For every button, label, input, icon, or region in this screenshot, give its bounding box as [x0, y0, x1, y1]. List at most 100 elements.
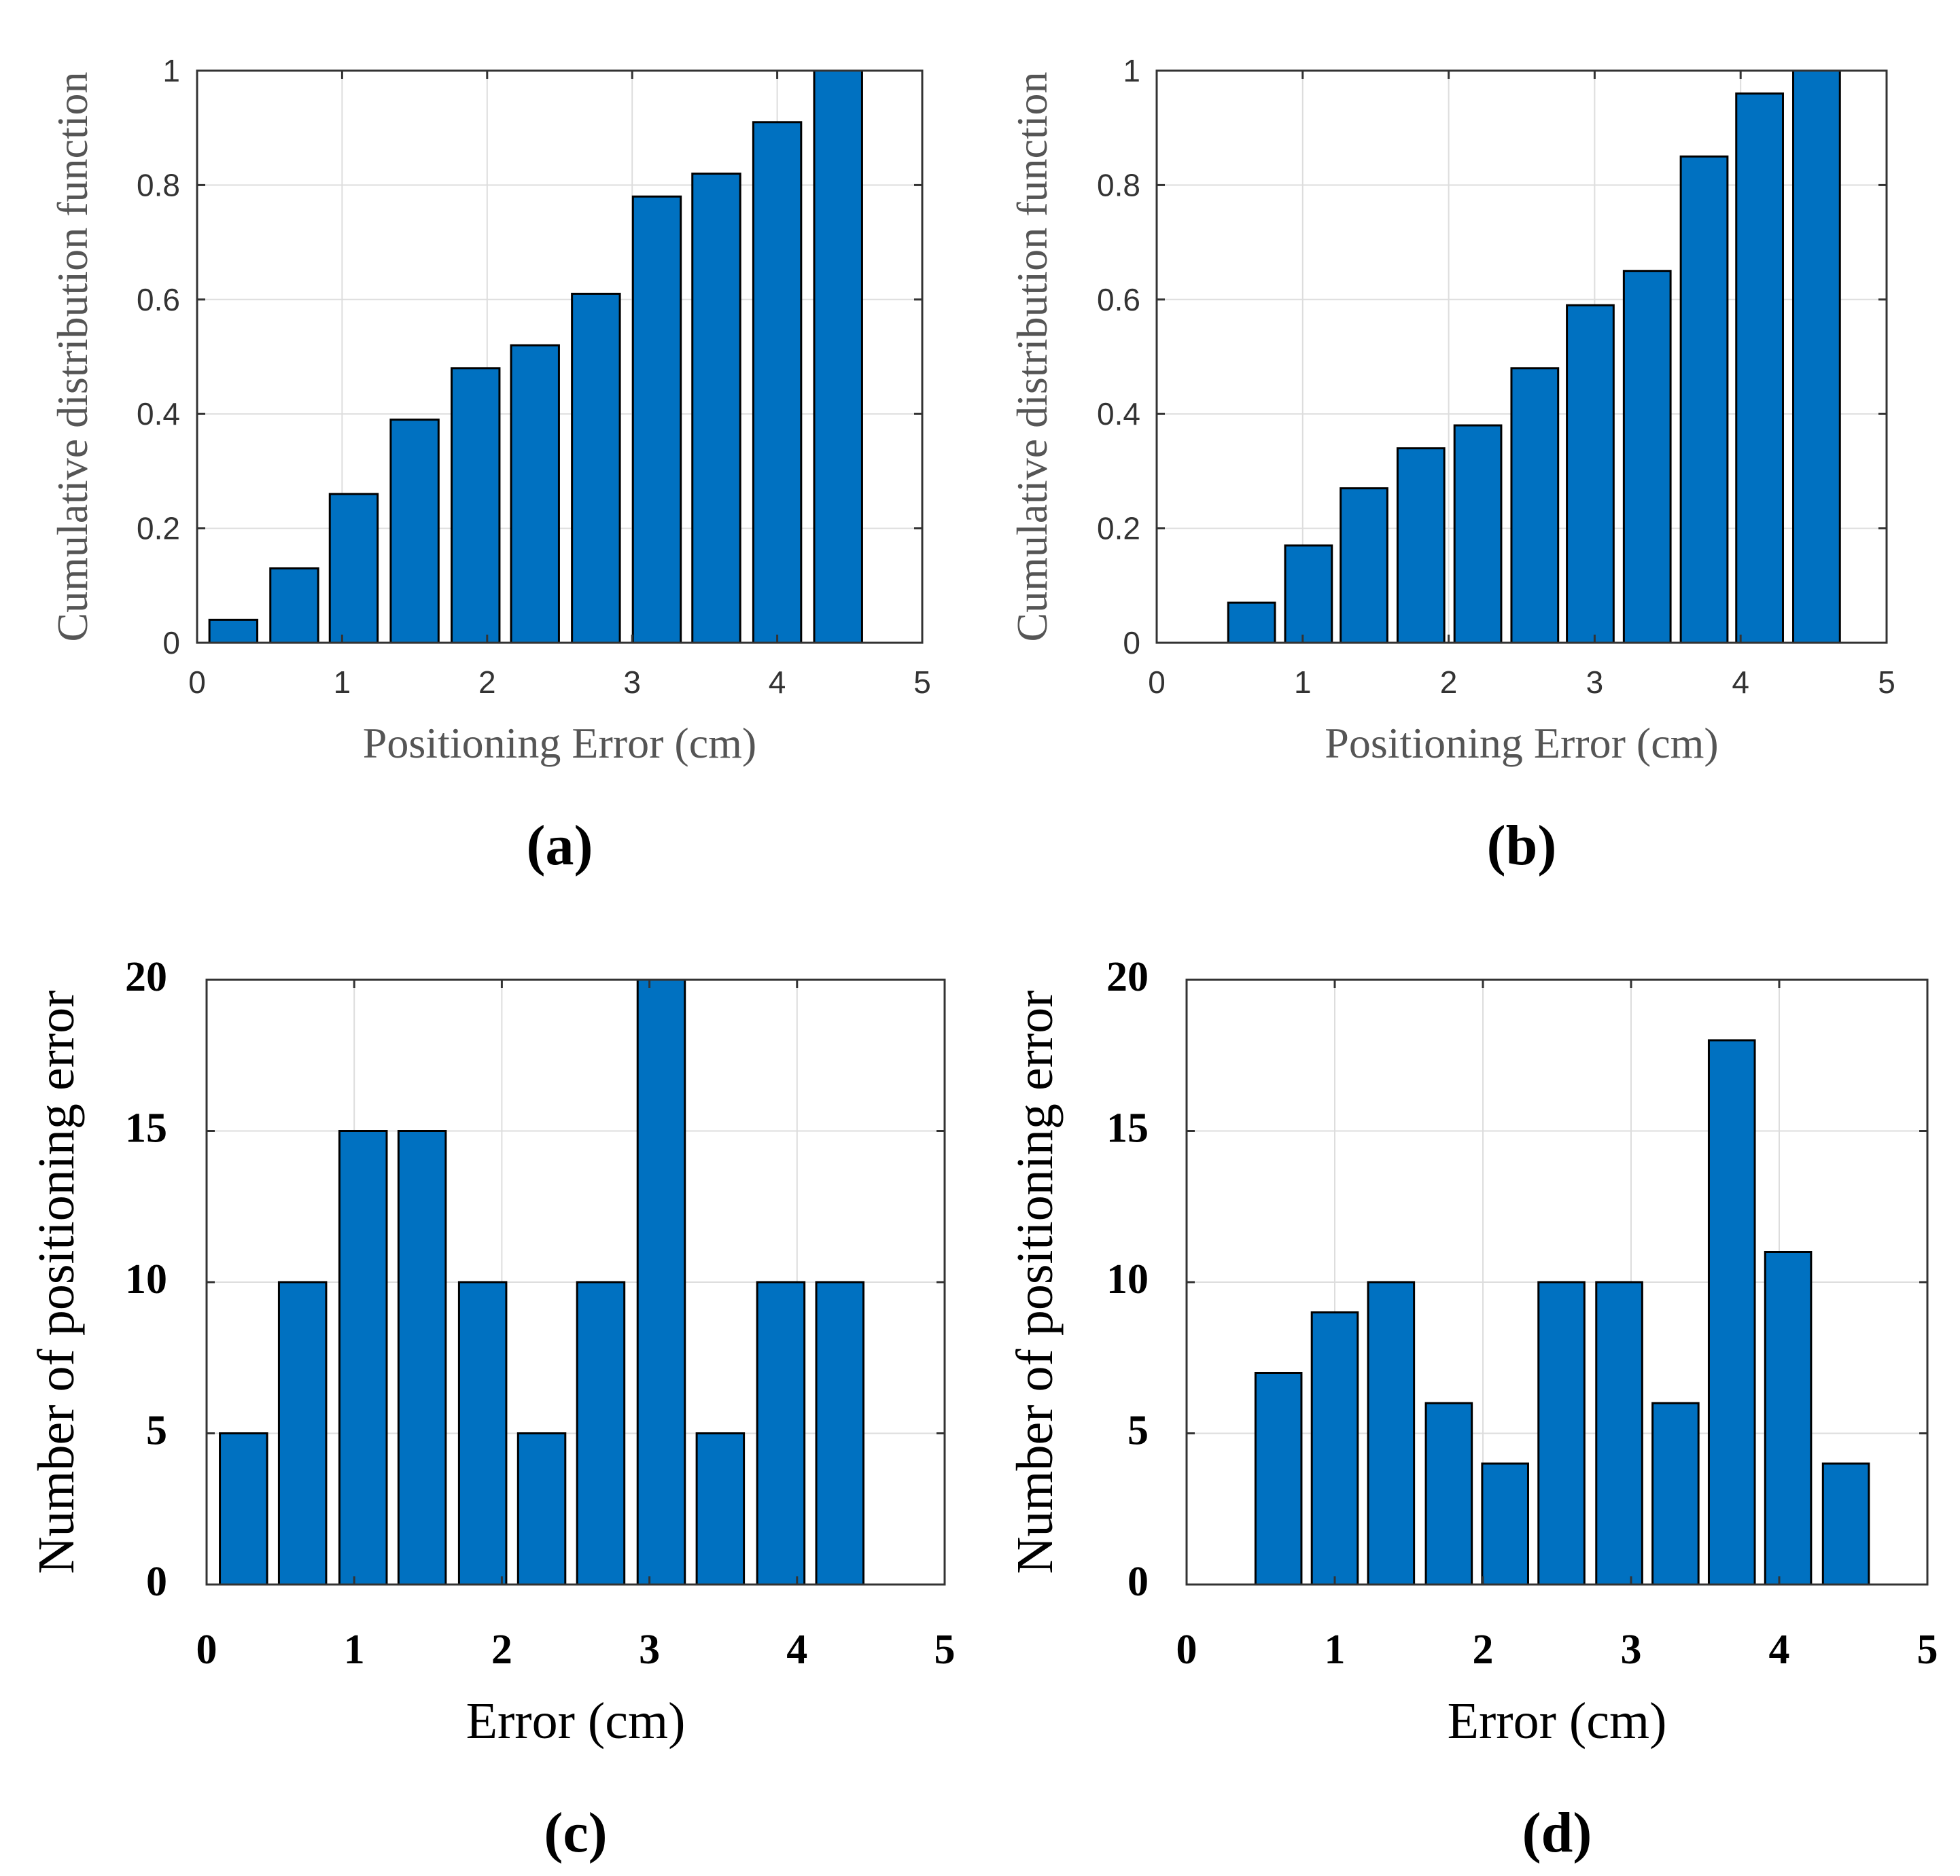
- panel-d-bar: [1651, 1402, 1700, 1586]
- panel-c-x-tick-label: 4: [786, 1627, 807, 1673]
- panel-b-bar: [1792, 69, 1841, 644]
- panel-a-x-tick-label: 2: [478, 665, 496, 700]
- panel-a-bar: [631, 195, 682, 644]
- panel-a-bar: [328, 493, 379, 644]
- panel-b-x-tick-label: 4: [1732, 665, 1749, 700]
- panel-b-bar: [1566, 304, 1615, 644]
- panel-a-bar: [389, 419, 440, 644]
- panel-c-y-tick-label: 0: [146, 1559, 167, 1605]
- panel-a-x-tick-label: 5: [913, 665, 931, 700]
- panel-b-bar: [1396, 447, 1446, 644]
- panel-d-x-tick-label: 2: [1473, 1627, 1494, 1673]
- panel-d-y-axis-label: Number of positioning error: [1007, 990, 1064, 1574]
- panel-d-x-tick-label: 5: [1917, 1627, 1938, 1673]
- panel-a-bar: [269, 567, 319, 644]
- panel-c-bar: [219, 1432, 268, 1586]
- panel-b-x-tick-label: 5: [1878, 665, 1895, 700]
- panel-b-bar: [1510, 367, 1560, 644]
- panel-c-bar: [457, 1281, 508, 1586]
- panel-c-y-tick-label: 5: [146, 1408, 167, 1454]
- panel-b-y-tick-label: 0: [1123, 625, 1140, 660]
- panel-a-y-tick-label: 0.6: [137, 282, 180, 317]
- panel-c-x-tick-label: 3: [639, 1627, 660, 1673]
- panel-d-bar: [1595, 1281, 1643, 1586]
- panel-a-y-tick-label: 0.2: [137, 511, 180, 546]
- panel-b-bar: [1453, 424, 1503, 644]
- panel-d-bar: [1254, 1372, 1303, 1586]
- panel-a-y-tick-label: 0: [162, 625, 180, 660]
- panel-d-bar: [1821, 1462, 1870, 1586]
- panel-d-x-axis-label: Error (cm): [1448, 1693, 1667, 1750]
- panel-b-x-tick-label: 3: [1586, 665, 1604, 700]
- panel-a-bar: [510, 344, 560, 644]
- panel-b-x-tick-label: 0: [1148, 665, 1166, 700]
- panel-d-bar: [1367, 1281, 1416, 1586]
- panel-c-bar: [338, 1130, 388, 1586]
- panel-d-y-tick-label: 10: [1106, 1256, 1149, 1303]
- panel-a-x-tick-label: 4: [769, 665, 786, 700]
- panel-b-bar: [1679, 155, 1729, 644]
- panel-b-axes-box: [1155, 69, 1888, 644]
- panel-a-bar: [451, 367, 501, 644]
- panel-a-bar: [752, 121, 803, 644]
- panel-c-x-tick-label: 5: [934, 1627, 956, 1673]
- panel-c-bar: [277, 1281, 328, 1586]
- panel-a-y-axis-label: Cumulative distribution function: [48, 71, 97, 641]
- panel-c-y-axis-label: Number of positioning error: [28, 990, 85, 1574]
- panel-d-y-tick-label: 5: [1127, 1408, 1149, 1454]
- panel-b-y-tick-label: 0.6: [1097, 282, 1140, 317]
- panel-b-x-tick-label: 1: [1294, 665, 1312, 700]
- panel-c-bar: [397, 1130, 447, 1586]
- panel-d-y-tick-label: 20: [1106, 954, 1149, 1000]
- panel-d-bar: [1764, 1251, 1813, 1586]
- panel-c-y-tick-label: 20: [125, 954, 167, 1000]
- panel-c-y-tick-label: 10: [125, 1256, 167, 1303]
- panel-d-bar: [1707, 1039, 1756, 1586]
- panel-d-bar: [1310, 1311, 1359, 1586]
- panel-a-x-tick-label: 1: [334, 665, 351, 700]
- panel-d-bar: [1424, 1402, 1473, 1586]
- panel-c-y-tick-label: 15: [125, 1105, 167, 1152]
- panel-a-chart: 0 1 2 3 4 5 0 0.2 0.4 0.6 0.8 1 Positioning Error (c…: [48, 53, 931, 877]
- panel-a-bar: [813, 69, 863, 644]
- panel-a-bar: [571, 292, 621, 644]
- panel-a-bar: [691, 173, 741, 644]
- panel-b-y-tick-label: 0.8: [1097, 167, 1140, 202]
- panel-d-x-tick-label: 1: [1325, 1627, 1346, 1673]
- panel-b-bar: [1735, 92, 1784, 644]
- panel-b-label: (b): [1487, 814, 1557, 877]
- panel-b-bar: [1227, 601, 1276, 644]
- panel-b-y-tick-label: 0.2: [1097, 511, 1140, 546]
- panel-a-y-tick-label: 0.8: [137, 167, 180, 202]
- panel-b-chart: 0 1 2 3 4 5 0 0.2 0.4 0.6 0.8 1 Positioning Error (c…: [1008, 53, 1895, 877]
- panel-b-y-tick-label: 1: [1123, 53, 1140, 88]
- panel-c-bar: [576, 1281, 626, 1586]
- panel-c-bar: [517, 1432, 567, 1586]
- panel-b-bar: [1622, 270, 1672, 644]
- panel-a-axes-box: [196, 69, 924, 644]
- panel-b-y-axis-label: Cumulative distribution function: [1008, 71, 1056, 641]
- panel-a-label: (a): [527, 814, 593, 877]
- panel-d-x-tick-label: 3: [1621, 1627, 1642, 1673]
- panel-d-y-tick-label: 15: [1106, 1105, 1149, 1152]
- panel-c-label: (c): [544, 1801, 607, 1864]
- panel-d-chart: 0 1 2 3 4 5 0 5 10 15 20 Error (cm) Number of positi…: [1007, 954, 1938, 1864]
- panel-d-y-tick-label: 0: [1127, 1559, 1149, 1605]
- panel-b-bar: [1284, 544, 1333, 644]
- panel-c-bar: [756, 1281, 806, 1586]
- panel-d-x-tick-label: 0: [1176, 1627, 1197, 1673]
- panel-c-x-tick-label: 0: [196, 1627, 217, 1673]
- panel-c-bar: [695, 1432, 746, 1586]
- panel-d-label: (d): [1522, 1801, 1592, 1864]
- panel-c-x-tick-label: 2: [491, 1627, 512, 1673]
- panel-c-bar: [636, 978, 686, 1586]
- panel-d-bar: [1481, 1462, 1529, 1586]
- panel-a-x-tick-label: 0: [188, 665, 206, 700]
- panel-a-bar: [208, 618, 259, 644]
- panel-b-x-tick-label: 2: [1440, 665, 1458, 700]
- panel-d-bar: [1537, 1281, 1586, 1586]
- panel-c-bar: [815, 1281, 865, 1586]
- panel-b-x-axis-label: Positioning Error (cm): [1325, 719, 1718, 767]
- panel-c-x-tick-label: 1: [344, 1627, 365, 1673]
